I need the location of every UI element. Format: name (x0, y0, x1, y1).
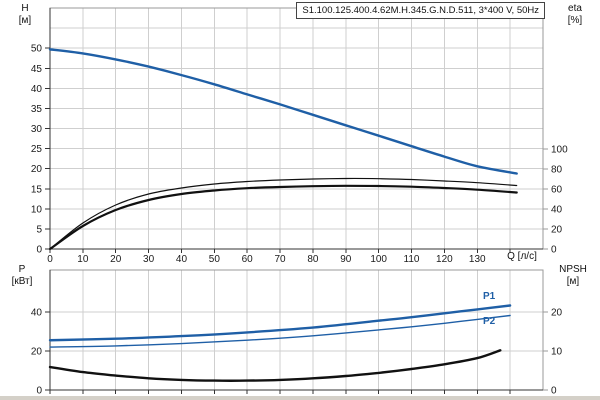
curve-P1 (48, 304, 512, 342)
x-tick-label: 50 (209, 254, 221, 265)
y-tick-label: 40 (31, 84, 43, 95)
x-tick-label: 60 (242, 254, 254, 265)
y2-tick-label: 10 (551, 347, 563, 358)
pump-type-title: S1.100.125.400.4.62M.H.345.G.N.D.511, 3*… (296, 2, 545, 19)
curve-NPSH (48, 349, 502, 382)
curve-eta-pump (49, 177, 518, 250)
x-tick-label: 20 (110, 254, 122, 265)
y-tick-label: 0 (36, 386, 42, 397)
y-tick-label: 10 (31, 204, 43, 215)
x-tick-label: 120 (436, 254, 453, 265)
x-tick-label: 90 (340, 254, 352, 265)
axis-title-line: P (18, 264, 26, 275)
h-axis-title: H [м] (10, 3, 40, 27)
axis-title-line: [%] (567, 15, 583, 26)
axis-title-line: H (21, 3, 29, 14)
y-tick-label: 5 (36, 224, 42, 235)
y-tick-label: 45 (31, 64, 43, 75)
q-axis-title: Q [л/с] (507, 251, 537, 262)
y2-tick-label: 20 (551, 225, 563, 236)
y-tick-label: 35 (31, 104, 43, 115)
x-tick-label: 130 (469, 254, 486, 265)
y-tick-label: 0 (36, 245, 42, 256)
axis-title-line: [кВт] (11, 276, 33, 287)
y-tick-label: 50 (31, 44, 43, 55)
axis-title-line: [м] (18, 15, 32, 26)
y2-tick-label: 80 (551, 165, 563, 176)
x-tick-label: 110 (404, 254, 420, 265)
x-tick-label: 100 (370, 254, 387, 265)
y2-tick-label: 0 (551, 386, 557, 397)
axis-title-line: [м] (566, 276, 580, 287)
p2-curve-label: P2 (483, 316, 496, 327)
y-tick-label: 20 (31, 164, 43, 175)
y-tick-label: 40 (31, 307, 43, 318)
panel-bottom-edge (0, 396, 600, 400)
y-tick-label: 15 (31, 184, 43, 195)
x-tick-label: 80 (307, 254, 319, 265)
y-tick-label: 25 (31, 144, 43, 155)
npsh-axis-title: NPSH [м] (550, 264, 596, 288)
x-tick-label: 0 (47, 254, 53, 265)
axis-title-line: NPSH (559, 264, 587, 275)
curve-eta-total (48, 184, 518, 251)
y2-tick-label: 0 (551, 245, 557, 256)
y2-tick-label: 40 (551, 205, 563, 216)
eta-axis-title: eta [%] (558, 3, 592, 27)
curve-P2 (49, 314, 511, 348)
y2-tick-label: 100 (551, 145, 568, 156)
y-tick-label: 20 (31, 346, 43, 357)
x-tick-label: 40 (176, 254, 188, 265)
curve-H (48, 48, 518, 175)
p-axis-title: P [кВт] (3, 264, 41, 288)
p1-curve-label: P1 (483, 291, 496, 302)
y2-tick-label: 60 (551, 185, 563, 196)
y-tick-label: 30 (31, 124, 43, 135)
y2-tick-label: 20 (551, 308, 563, 319)
x-tick-label: 70 (275, 254, 287, 265)
x-tick-label: 30 (143, 254, 155, 265)
x-tick-label: 10 (77, 254, 89, 265)
axis-title-line: eta (568, 3, 582, 14)
